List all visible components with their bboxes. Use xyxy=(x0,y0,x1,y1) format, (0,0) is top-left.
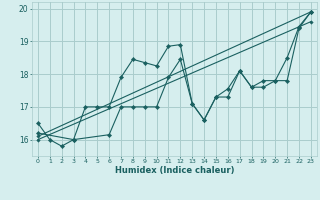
X-axis label: Humidex (Indice chaleur): Humidex (Indice chaleur) xyxy=(115,166,234,175)
